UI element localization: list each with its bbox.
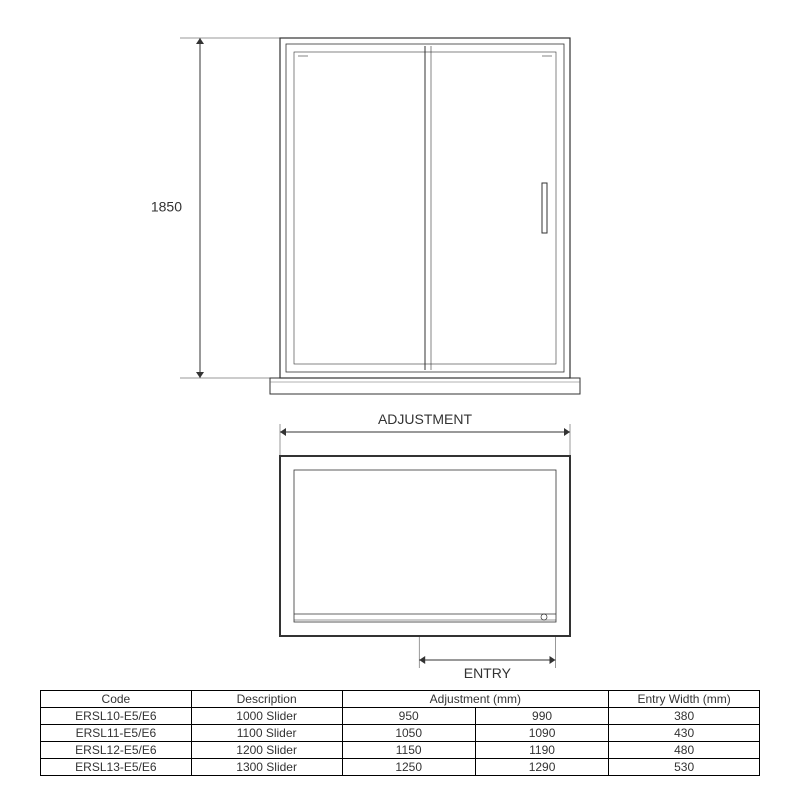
table-cell: 1150 (342, 742, 475, 759)
table-row: ERSL10-E5/E61000 Slider950990380 (41, 708, 760, 725)
table-cell: 1190 (475, 742, 608, 759)
table-cell: 1000 Slider (191, 708, 342, 725)
table-row: ERSL11-E5/E61100 Slider10501090430 (41, 725, 760, 742)
table-cell: 1050 (342, 725, 475, 742)
table-cell: 1300 Slider (191, 759, 342, 776)
table-cell: 990 (475, 708, 608, 725)
table-cell: 380 (609, 708, 760, 725)
table-cell: 480 (609, 742, 760, 759)
table-header: Code (41, 691, 192, 708)
table-cell: 1200 Slider (191, 742, 342, 759)
table-cell: ERSL12-E5/E6 (41, 742, 192, 759)
technical-drawing: 1850 ADJUSTMENT ENTRY (0, 0, 800, 680)
table-row: ERSL13-E5/E61300 Slider12501290530 (41, 759, 760, 776)
table-cell: ERSL13-E5/E6 (41, 759, 192, 776)
table-cell: 1100 Slider (191, 725, 342, 742)
table-cell: 1290 (475, 759, 608, 776)
table-header: Entry Width (mm) (609, 691, 760, 708)
table-header: Adjustment (mm) (342, 691, 609, 708)
specification-table: CodeDescriptionAdjustment (mm)Entry Widt… (40, 690, 760, 776)
table-cell: 1250 (342, 759, 475, 776)
table-cell: 950 (342, 708, 475, 725)
table-cell: ERSL11-E5/E6 (41, 725, 192, 742)
adjustment-label: ADJUSTMENT (378, 411, 473, 427)
table-cell: 1090 (475, 725, 608, 742)
entry-label: ENTRY (464, 665, 512, 680)
table-cell: ERSL10-E5/E6 (41, 708, 192, 725)
table-row: ERSL12-E5/E61200 Slider11501190480 (41, 742, 760, 759)
height-label: 1850 (151, 199, 182, 215)
table-cell: 430 (609, 725, 760, 742)
table-cell: 530 (609, 759, 760, 776)
table-header: Description (191, 691, 342, 708)
